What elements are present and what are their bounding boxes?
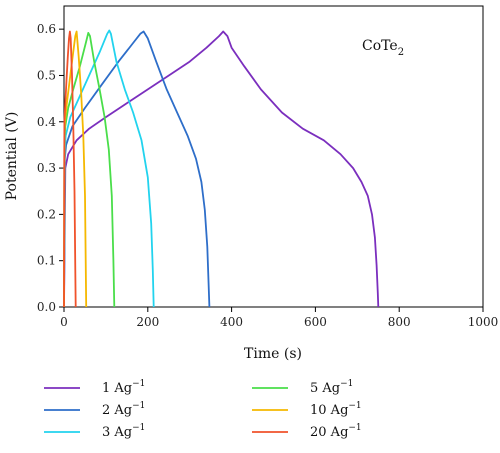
legend-label-superscript: −1 bbox=[340, 379, 353, 389]
x-tick-label: 1000 bbox=[468, 315, 499, 329]
x-tick-label: 0 bbox=[60, 315, 68, 329]
y-tick-label: 0.0 bbox=[37, 300, 56, 314]
chart-annotation: CoTe2 bbox=[362, 38, 404, 58]
legend-label: 20 Ag−1 bbox=[310, 423, 362, 440]
y-tick-label: 0.5 bbox=[37, 68, 56, 82]
y-tick-label: 0.3 bbox=[37, 161, 56, 175]
x-tick-label: 400 bbox=[220, 315, 243, 329]
legend-label-text: 20 Ag bbox=[310, 425, 348, 440]
series-line-2 bbox=[63, 30, 211, 308]
x-tick-label: 800 bbox=[388, 315, 411, 329]
y-tick-label: 0.1 bbox=[37, 254, 56, 268]
axis-ticks: 0 200 400 600 800 1000 0.0 0.1 0.2 0.3 0.4 0.5 0.6 bbox=[37, 22, 498, 329]
x-tick-label: 600 bbox=[304, 315, 327, 329]
legend-label: 3 Ag−1 bbox=[102, 423, 145, 440]
series-line-4 bbox=[63, 32, 116, 308]
legend-label-text: 10 Ag bbox=[310, 403, 348, 418]
legend-label-text: 5 Ag bbox=[310, 381, 340, 396]
legend-item: 5 Ag−1 bbox=[252, 379, 353, 396]
y-tick-label: 0.2 bbox=[37, 207, 56, 221]
legend-item: 1 Ag−1 bbox=[44, 379, 145, 396]
y-tick-label: 0.4 bbox=[37, 115, 56, 129]
annotation-subscript: 2 bbox=[398, 47, 404, 58]
legend-label-text: 2 Ag bbox=[102, 403, 132, 418]
legend-label: 2 Ag−1 bbox=[102, 401, 145, 418]
legend-label-superscript: −1 bbox=[132, 401, 145, 411]
x-tick-label: 200 bbox=[136, 315, 159, 329]
x-axis-label: Time (s) bbox=[244, 346, 302, 362]
legend-label: 10 Ag−1 bbox=[310, 401, 362, 418]
legend: 1 Ag−12 Ag−13 Ag−15 Ag−110 Ag−120 Ag−1 bbox=[44, 379, 362, 440]
legend-label-superscript: −1 bbox=[132, 423, 145, 433]
y-axis-label: Potential (V) bbox=[4, 112, 20, 201]
legend-label-superscript: −1 bbox=[348, 401, 361, 411]
legend-label-superscript: −1 bbox=[348, 423, 361, 433]
legend-label: 5 Ag−1 bbox=[310, 379, 353, 396]
y-tick-label: 0.6 bbox=[37, 22, 56, 36]
annotation-base: CoTe bbox=[362, 38, 398, 54]
legend-item: 3 Ag−1 bbox=[44, 423, 145, 440]
legend-item: 20 Ag−1 bbox=[252, 423, 362, 440]
legend-label-text: 3 Ag bbox=[102, 425, 132, 440]
series-line-6 bbox=[63, 30, 77, 308]
legend-label-text: 1 Ag bbox=[102, 381, 132, 396]
legend-item: 10 Ag−1 bbox=[252, 401, 362, 418]
series-line-1 bbox=[63, 30, 380, 308]
series-line-3 bbox=[63, 29, 155, 308]
legend-label-superscript: −1 bbox=[132, 379, 145, 389]
legend-item: 2 Ag−1 bbox=[44, 401, 145, 418]
legend-label: 1 Ag−1 bbox=[102, 379, 145, 396]
series-lines bbox=[63, 29, 380, 308]
